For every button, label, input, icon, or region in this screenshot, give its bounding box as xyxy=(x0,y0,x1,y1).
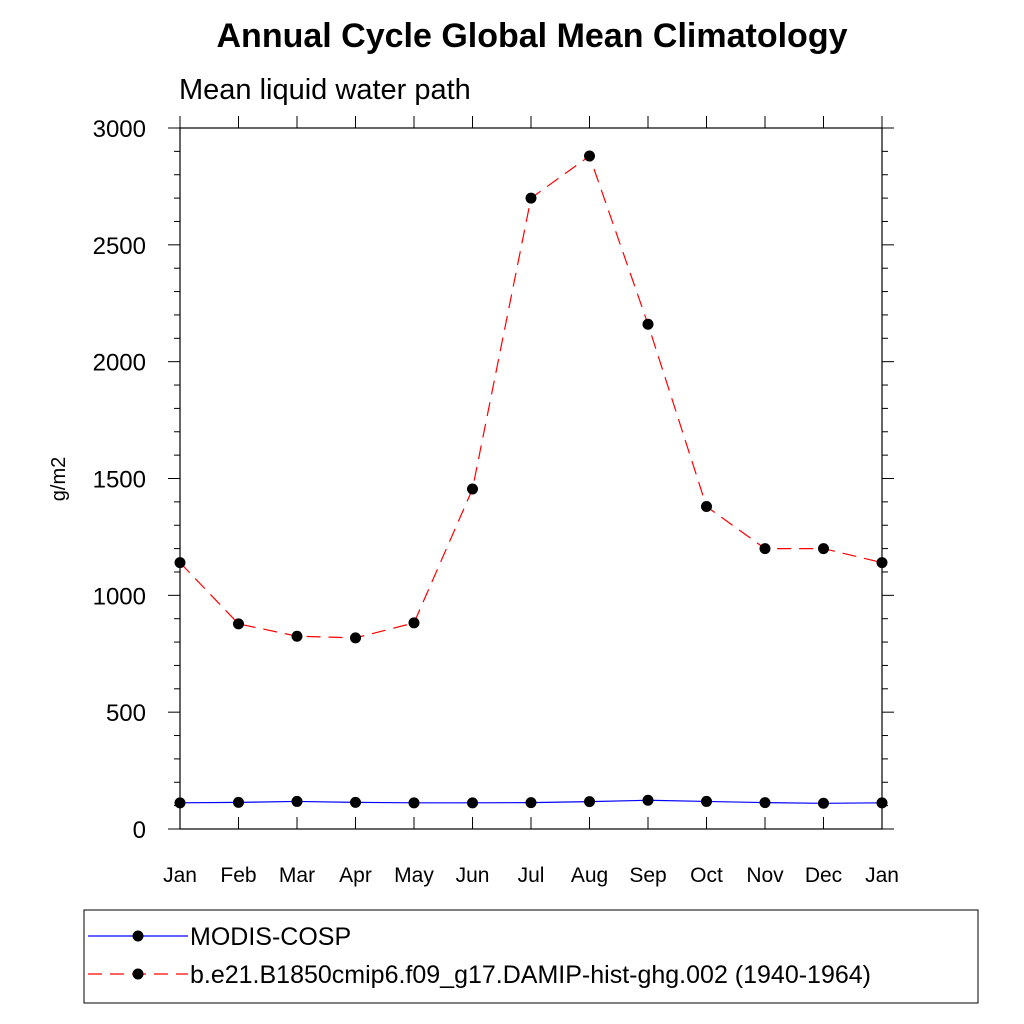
axis-ticks xyxy=(168,116,894,830)
data-point xyxy=(467,797,478,809)
data-point xyxy=(759,543,771,555)
plot-frame xyxy=(179,127,883,830)
data-point xyxy=(701,795,712,807)
data-point xyxy=(642,794,654,806)
data-point xyxy=(759,797,771,809)
plot-series xyxy=(174,150,888,809)
y-tick-label: 2000 xyxy=(93,350,146,377)
x-tick-label: Jan xyxy=(865,864,899,887)
data-point xyxy=(818,543,829,555)
y-tick-label: 500 xyxy=(106,700,146,727)
x-tick-label: Jun xyxy=(456,864,490,887)
data-point xyxy=(233,796,244,808)
legend-marker xyxy=(132,930,144,942)
x-tick-label: Dec xyxy=(805,864,842,887)
legend-label: b.e21.B1850cmip6.f09_g17.DAMIP-hist-ghg.… xyxy=(190,961,871,989)
data-point xyxy=(701,501,712,513)
x-tick-label: Aug xyxy=(571,864,608,887)
y-tick-label: 1000 xyxy=(93,583,146,610)
x-tick-label: Nov xyxy=(746,864,784,887)
data-point xyxy=(291,795,303,807)
data-point xyxy=(408,617,420,629)
data-point xyxy=(408,797,420,809)
y-tick-label: 1500 xyxy=(93,467,146,494)
data-point xyxy=(525,192,537,204)
data-point xyxy=(291,630,303,642)
tick-labels: 0 500 1000 1500 2000 2500 3000 Jan Feb Mar Apr May J… xyxy=(93,116,899,887)
data-point xyxy=(467,483,478,495)
x-tick-label: Sep xyxy=(629,864,666,887)
legend-box xyxy=(83,909,979,1004)
series-line xyxy=(179,155,883,639)
legend: MODIS-COSP b.e21.B1850cmip6.f09_g17.DAMIP… xyxy=(83,909,979,1004)
data-point xyxy=(584,150,595,162)
data-point xyxy=(642,318,654,330)
x-tick-label: Jul xyxy=(518,864,545,887)
y-tick-label: 3000 xyxy=(93,116,146,143)
y-tick-label: 0 xyxy=(133,817,146,844)
data-point xyxy=(584,796,595,808)
data-point xyxy=(233,618,244,630)
x-tick-label: Jan xyxy=(163,864,197,887)
data-point xyxy=(350,632,361,644)
data-point xyxy=(818,797,829,809)
x-tick-label: Oct xyxy=(690,864,723,887)
y-axis-label: g/m2 xyxy=(48,457,70,501)
legend-label: MODIS-COSP xyxy=(190,923,351,951)
chart-title: Annual Cycle Global Mean Climatology xyxy=(217,17,848,55)
chart-subtitle: Mean liquid water path xyxy=(179,74,471,106)
legend-marker xyxy=(132,968,144,980)
x-tick-label: Apr xyxy=(339,864,372,887)
data-point xyxy=(525,797,537,809)
data-point xyxy=(350,796,361,808)
x-tick-label: Feb xyxy=(220,864,256,887)
y-tick-label: 2500 xyxy=(93,233,146,260)
x-tick-label: May xyxy=(394,864,434,887)
x-tick-label: Mar xyxy=(279,864,315,887)
